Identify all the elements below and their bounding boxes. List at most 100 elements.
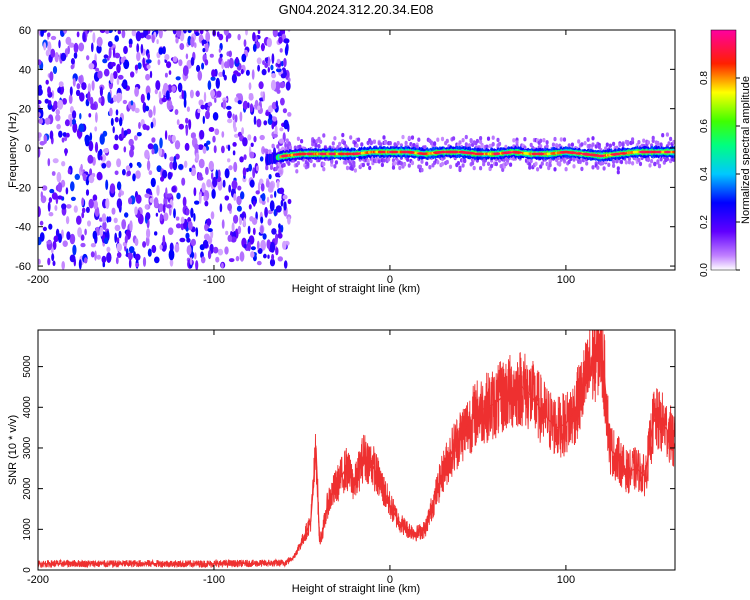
- noise-speckle: [285, 81, 291, 91]
- signal-halo: [651, 138, 655, 143]
- noise-speckle: [280, 73, 287, 79]
- signal-halo: [391, 165, 396, 170]
- noise-speckle: [253, 115, 257, 125]
- noise-speckle: [149, 70, 153, 79]
- noise-speckle: [211, 23, 216, 29]
- noise-speckle: [221, 219, 225, 229]
- signal-halo: [672, 157, 675, 162]
- noise-speckle: [158, 30, 163, 39]
- noise-speckle: [168, 249, 175, 261]
- noise-speckle: [116, 78, 120, 85]
- noise-speckle: [247, 102, 250, 109]
- noise-speckle: [92, 32, 96, 44]
- signal-halo: [398, 165, 402, 171]
- signal-halo: [536, 167, 540, 172]
- noise-speckle: [227, 234, 233, 242]
- noise-speckle: [235, 56, 239, 64]
- signal-halo: [265, 165, 269, 171]
- noise-speckle: [130, 71, 135, 78]
- noise-speckle: [279, 81, 286, 89]
- signal-halo: [410, 160, 415, 166]
- signal-halo: [475, 138, 479, 144]
- noise-speckle: [208, 160, 214, 171]
- noise-speckle: [207, 106, 210, 113]
- noise-speckle: [116, 243, 123, 252]
- signal-halo: [334, 160, 338, 165]
- noise-speckle: [248, 82, 252, 90]
- noise-speckle: [156, 39, 159, 45]
- noise-speckle: [241, 53, 247, 63]
- noise-speckle: [153, 105, 156, 116]
- noise-speckle: [96, 171, 103, 181]
- noise-speckle: [280, 60, 284, 67]
- signal-halo: [608, 143, 613, 148]
- signal-halo: [440, 136, 445, 142]
- signal-halo: [646, 156, 651, 161]
- noise-speckle: [157, 59, 161, 66]
- y-tick-label: 0: [22, 567, 33, 573]
- noise-speckle: [40, 30, 44, 37]
- noise-speckle: [239, 213, 245, 218]
- signal-halo: [410, 135, 415, 140]
- noise-speckle: [117, 74, 124, 80]
- noise-speckle: [145, 212, 151, 221]
- noise-speckle: [116, 198, 123, 209]
- signal-halo: [396, 140, 400, 146]
- signal-halo: [368, 165, 372, 171]
- noise-speckle: [62, 132, 67, 137]
- signal-halo: [436, 160, 440, 165]
- signal-peak: [505, 151, 513, 154]
- noise-speckle: [54, 52, 59, 63]
- noise-speckle: [268, 114, 273, 120]
- noise-speckle: [201, 182, 206, 193]
- signal-peak: [575, 152, 583, 155]
- noise-speckle: [81, 82, 87, 91]
- noise-speckle: [252, 43, 257, 52]
- noise-speckle: [113, 71, 118, 79]
- noise-speckle: [136, 132, 142, 137]
- y-tick-label: 5000: [22, 355, 33, 378]
- noise-speckle: [57, 87, 61, 94]
- colorbar-tick-label: 0.2: [699, 215, 710, 229]
- noise-speckle: [151, 148, 155, 155]
- noise-speckle: [243, 244, 247, 249]
- noise-speckle: [207, 101, 213, 107]
- noise-speckle: [287, 77, 291, 83]
- noise-speckle: [113, 143, 119, 151]
- noise-speckle: [185, 232, 190, 240]
- signal-halo: [656, 160, 660, 165]
- noise-speckle: [58, 233, 62, 244]
- noise-speckle: [234, 30, 236, 31]
- noise-speckle: [38, 258, 41, 265]
- noise-speckle: [62, 98, 67, 105]
- signal-halo: [388, 141, 392, 146]
- noise-speckle: [261, 193, 266, 202]
- noise-speckle: [159, 213, 163, 222]
- signal-halo: [407, 163, 411, 168]
- colorbar-tick-label: 0.6: [699, 119, 710, 133]
- noise-speckle: [80, 234, 85, 241]
- noise-speckle: [101, 255, 107, 263]
- signal-halo: [269, 165, 274, 170]
- noise-speckle: [38, 118, 43, 125]
- noise-speckle: [250, 142, 254, 147]
- noise-speckle: [51, 171, 56, 176]
- noise-speckle: [145, 236, 150, 247]
- noise-speckle: [222, 99, 227, 110]
- noise-speckle: [73, 205, 78, 213]
- noise-speckle: [185, 208, 190, 216]
- noise-speckle: [154, 88, 158, 95]
- signal-halo: [486, 161, 491, 166]
- signal-halo: [445, 159, 449, 165]
- noise-speckle: [227, 118, 233, 124]
- noise-speckle: [245, 30, 248, 36]
- signal-halo: [357, 137, 361, 142]
- noise-speckle: [111, 207, 116, 215]
- signal-halo: [382, 135, 386, 140]
- x-tick-label: -100: [203, 574, 225, 586]
- noise-speckle: [127, 252, 133, 261]
- signal-halo: [355, 143, 359, 148]
- noise-speckle: [134, 135, 138, 141]
- noise-speckle: [240, 69, 244, 75]
- noise-speckle: [180, 216, 185, 224]
